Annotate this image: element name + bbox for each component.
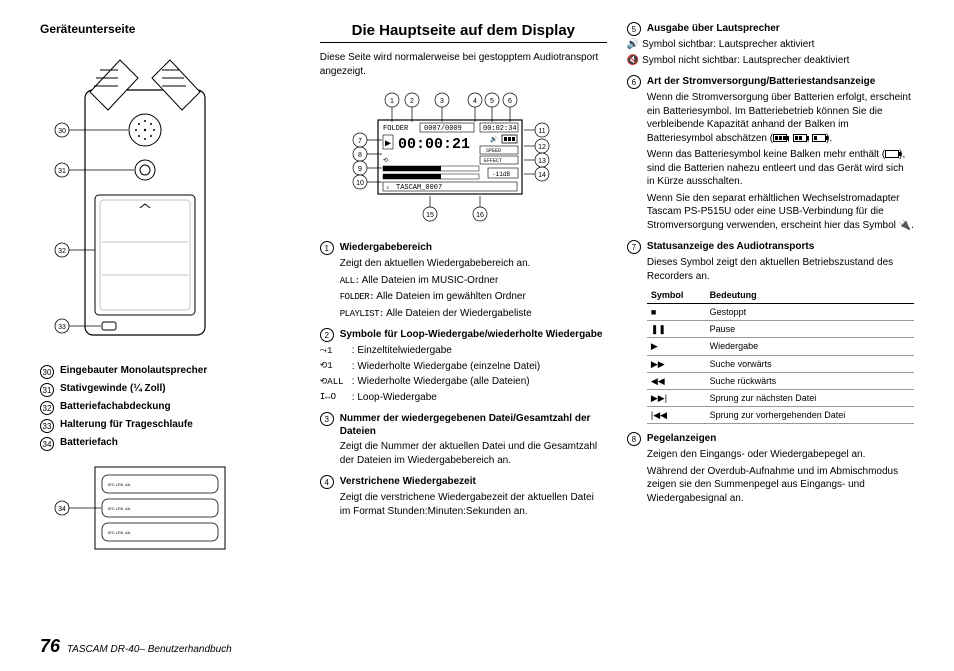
device-underside-figure: 30 31 32 33 [40,50,240,350]
svg-text:9: 9 [358,166,362,173]
callout-num: 34 [40,437,54,451]
svg-text:0007/0009: 0007/0009 [424,125,462,133]
page-number: 76 [40,636,60,656]
table-row: ◀◀Suche rückwärts [647,372,914,389]
svg-text:8: 8 [358,152,362,159]
table-row: ❚❚Pause [647,321,914,338]
column-3: 5Ausgabe über Lautsprecher 🔊 Symbol sich… [627,22,914,561]
svg-text:30: 30 [58,128,66,135]
svg-text:1: 1 [390,98,394,105]
svg-text:11: 11 [538,128,545,135]
callout-num: 31 [40,383,54,397]
col1-heading: Geräteunterseite [40,22,300,36]
item-1: 1Wiedergabebereich Zeigt den aktuellen W… [320,241,607,320]
section-title: Die Hauptseite auf dem Display [320,22,607,43]
item-5: 5Ausgabe über Lautsprecher 🔊 Symbol sich… [627,22,914,67]
table-row: ▶Wiedergabe [647,338,914,355]
svg-text:♪: ♪ [386,184,390,191]
svg-text:34: 34 [58,506,66,513]
lcd-display-figure: FOLDER 0007/0009 00:02:34 ▶ 00:00:21 🔊 S… [320,88,580,228]
svg-text:FOLDER: FOLDER [383,125,409,133]
column-2: Die Hauptseite auf dem Display Diese Sei… [320,22,607,561]
item-3: 3Nummer der wiedergegebenen Datei/Gesamt… [320,412,607,467]
transport-symbol-table: Symbol Bedeutung ■Gestoppt❚❚Pause▶Wieder… [647,287,914,424]
svg-text:15: 15 [426,212,434,219]
item-4: 4Verstrichene Wiedergabezeit Zeigt die v… [320,475,607,518]
callout-num: 33 [40,419,54,433]
svg-text:12: 12 [538,144,546,151]
svg-text:IEC LR6, AA: IEC LR6, AA [108,530,131,535]
page-footer: 76 TASCAM DR-40– Benutzerhandbuch [40,636,232,657]
item-2: 2Symbole für Loop-Wiedergabe/wiederholte… [320,328,607,404]
svg-text:▶: ▶ [385,139,391,150]
svg-text:00:00:21: 00:00:21 [398,136,470,153]
svg-text:2: 2 [410,98,414,105]
svg-text:SPEED: SPEED [486,148,501,154]
svg-text:32: 32 [58,248,66,255]
svg-text:10: 10 [356,180,364,187]
speaker-off-icon: 🔇 [627,54,639,68]
svg-text:13: 13 [538,158,546,165]
speaker-on-icon: 🔊 [627,38,639,52]
callout-label: Eingebauter Monolautsprecher [60,365,207,376]
page-content: Geräteunterseite [0,0,954,571]
battery-compartment-figure: IEC LR6, AA IEC LR6, AA IEC LR6, AA 34 [40,461,240,556]
item-7: 7Statusanzeige des Audiotransports Diese… [627,240,914,424]
callout-label: Halterung für Trageschlaufe [60,419,193,430]
svg-text:33: 33 [58,324,66,331]
callout-label: Stativgewinde (¼ Zoll) [60,383,166,394]
svg-text:16: 16 [476,212,484,219]
svg-text:31: 31 [58,168,66,175]
callout-num: 32 [40,401,54,415]
callout-num: 30 [40,365,54,379]
column-1: Geräteunterseite [40,22,300,561]
svg-text:5: 5 [490,98,494,105]
table-row: |◀◀Sprung zur vorhergehenden Datei [647,406,914,423]
callout-label: Batteriefachabdeckung [60,401,171,412]
svg-text:🔊: 🔊 [490,135,498,143]
svg-text:IEC LR6, AA: IEC LR6, AA [108,482,131,487]
svg-text:00:02:34: 00:02:34 [483,125,517,133]
callout-list: 30 Eingebauter Monolautsprecher 31 Stativg… [40,365,300,451]
svg-text:3: 3 [440,98,444,105]
svg-text:⟲: ⟲ [383,157,388,164]
svg-text:4: 4 [473,98,477,105]
svg-text:IEC LR6, AA: IEC LR6, AA [108,506,131,511]
item-8: 8Pegelanzeigen Zeigen den Eingangs- oder… [627,432,914,505]
svg-text:-11dB: -11dB [492,171,510,178]
callout-label: Batteriefach [60,437,118,448]
item-6: 6Art der Stromversorgung/Batteriestandsa… [627,75,914,232]
table-row: ▶▶Suche vorwärts [647,355,914,372]
table-row: ▶▶|Sprung zur nächsten Datei [647,389,914,406]
svg-text:14: 14 [538,172,546,179]
svg-text:7: 7 [358,138,362,145]
svg-text:EFFECT: EFFECT [484,158,502,164]
book-title: TASCAM DR-40– Benutzerhandbuch [67,644,232,655]
section-intro: Diese Seite wird normalerweise bei gesto… [320,51,607,78]
svg-text:6: 6 [508,98,512,105]
svg-text:TASCAM_0007: TASCAM_0007 [396,184,442,192]
table-row: ■Gestoppt [647,304,914,321]
